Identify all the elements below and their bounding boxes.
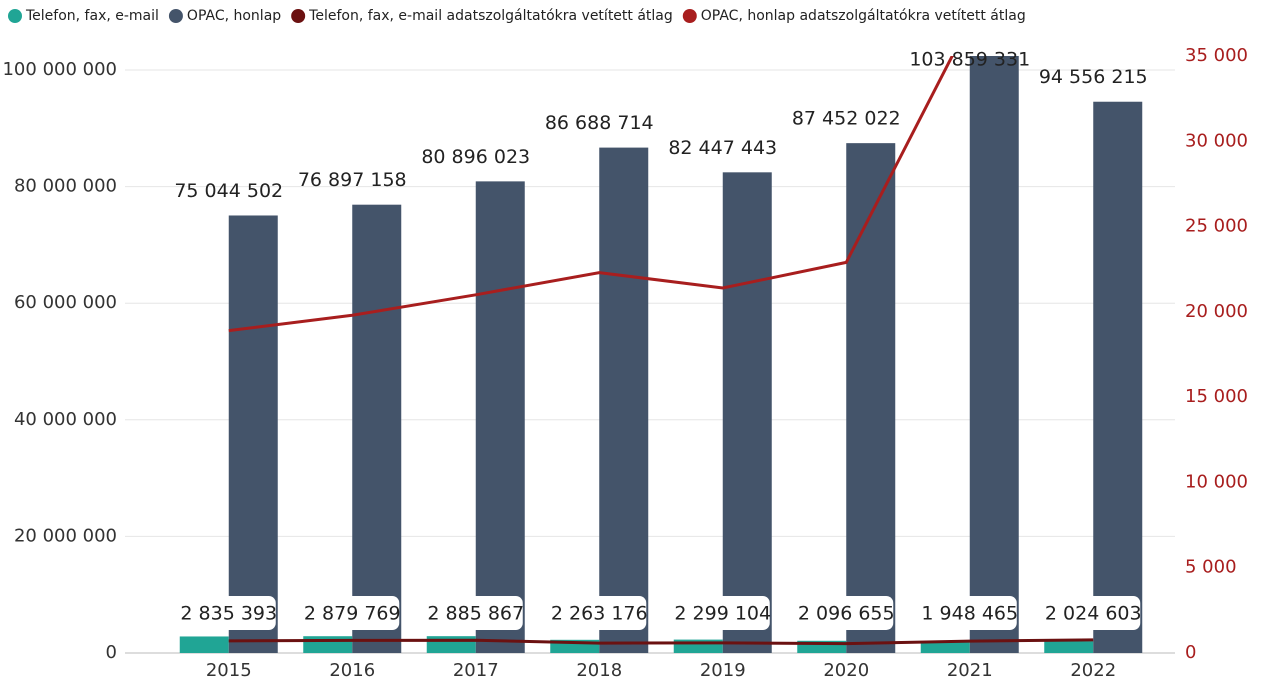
bar <box>1093 101 1143 654</box>
bar <box>303 636 353 653</box>
legend-marker <box>682 9 697 23</box>
data-label: 2 835 393 <box>180 603 277 625</box>
label-box <box>1046 596 1141 630</box>
y2-tick-label: 0 <box>1185 642 1196 663</box>
legend-label: OPAC, honlap <box>187 8 281 24</box>
data-label: 1 948 465 <box>921 603 1018 625</box>
bar <box>599 147 649 653</box>
data-label: 94 556 215 <box>1039 66 1148 88</box>
y-tick-label: 20 000 000 <box>14 525 117 546</box>
legend-label: OPAC, honlap adatszolgáltatókra vetített… <box>701 8 1026 24</box>
line <box>228 638 1094 646</box>
legend-marker <box>8 9 22 23</box>
label-box <box>922 596 1017 630</box>
bar <box>426 636 476 653</box>
plot-area <box>179 56 1143 654</box>
x-tick-label: 2016 <box>329 660 375 681</box>
legend-label: Telefon, fax, e-mail adatszolgáltatókra … <box>308 8 673 24</box>
x-tick-label: 2020 <box>823 660 869 681</box>
y2-tick-label: 15 000 <box>1185 386 1248 407</box>
data-label: 2 263 176 <box>551 603 648 625</box>
bar <box>969 56 1019 653</box>
data-label: 2 024 603 <box>1045 603 1142 625</box>
x-tick-label: 2021 <box>947 660 993 681</box>
bar <box>475 181 525 653</box>
y2-tick-label: 5 000 <box>1185 557 1237 578</box>
legend-marker <box>291 9 306 23</box>
y2-tick-label: 30 000 <box>1185 130 1248 151</box>
y-tick-label: 60 000 000 <box>14 292 117 313</box>
legend-label: Telefon, fax, e-mail <box>25 8 159 24</box>
x-tick-label: 2017 <box>453 660 499 681</box>
y2-tick-label: 35 000 <box>1185 45 1248 66</box>
legend-marker <box>168 9 183 23</box>
y2-tick-label: 20 000 <box>1185 301 1248 322</box>
y-tick-label: 0 <box>106 642 117 663</box>
x-tick-label: 2018 <box>576 660 622 681</box>
label-box <box>799 596 894 630</box>
y-tick-label: 80 000 000 <box>14 176 117 197</box>
y-tick-label: 100 000 000 <box>2 59 117 80</box>
label-box <box>552 596 647 630</box>
data-label: 2 879 769 <box>304 603 401 625</box>
label-box <box>675 596 770 630</box>
line <box>228 56 954 333</box>
data-label: 2 096 655 <box>798 603 895 625</box>
bar <box>846 143 896 653</box>
label-box <box>305 596 400 630</box>
bar <box>722 172 772 654</box>
y-tick-label: 40 000 000 <box>14 409 117 430</box>
data-label: 2 885 867 <box>427 603 524 625</box>
data-label: 80 896 023 <box>421 146 530 168</box>
data-label: 2 299 104 <box>674 603 771 625</box>
label-box <box>181 596 276 630</box>
data-labels: 2 835 393 75 044 502 2 879 769 76 897 158 2 … <box>174 49 1148 630</box>
x-tick-label: 2019 <box>700 660 746 681</box>
data-label: 87 452 022 <box>792 108 901 130</box>
data-label: 103 859 331 <box>909 49 1030 71</box>
label-box <box>428 596 523 630</box>
bar <box>179 636 229 653</box>
data-label: 86 688 714 <box>545 112 654 134</box>
y2-tick-label: 10 000 <box>1185 471 1248 492</box>
bar <box>352 204 402 653</box>
bar <box>228 215 278 654</box>
data-label: 82 447 443 <box>668 137 777 159</box>
x-tick-label: 2022 <box>1070 660 1116 681</box>
bar <box>1044 641 1094 653</box>
bar <box>920 641 970 653</box>
y2-tick-label: 25 000 <box>1185 216 1248 237</box>
data-label: 76 897 158 <box>298 169 407 191</box>
data-label: 75 044 502 <box>174 180 283 202</box>
x-tick-label: 2015 <box>206 660 252 681</box>
